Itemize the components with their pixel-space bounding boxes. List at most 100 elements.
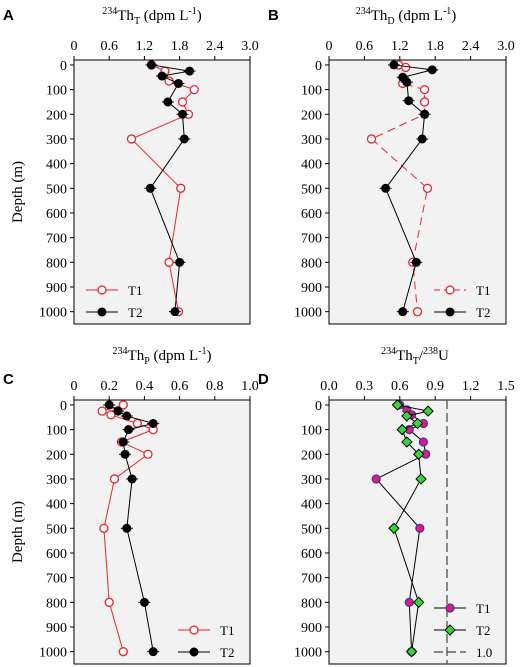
x-tick-label: 0.4 — [136, 379, 154, 394]
data-point-t1 — [418, 437, 428, 447]
x-tick-label: 0.6 — [356, 39, 374, 54]
y-tick-label: 400 — [301, 498, 322, 513]
y-tick-label: 500 — [301, 182, 322, 197]
y-tick-label: 200 — [46, 108, 67, 123]
legend-label-t1: T1 — [220, 623, 234, 638]
legend-label-t1: T1 — [128, 283, 142, 298]
y-tick-label: 1000 — [294, 646, 322, 661]
x-tick-label: 0.3 — [356, 379, 374, 394]
y-tick-label: 200 — [46, 448, 67, 463]
y-tick-label: 100 — [301, 84, 322, 99]
series-line-t2 — [149, 64, 190, 312]
data-point-t2 — [124, 425, 134, 435]
x-tick-label: 0.8 — [206, 379, 224, 394]
data-point-t2 — [170, 307, 180, 317]
x-tick-label: 0.2 — [100, 379, 118, 394]
y-tick-label: 300 — [301, 133, 322, 148]
data-point-t2 — [148, 418, 158, 428]
data-point-t2 — [405, 645, 418, 658]
y-tick-label: 600 — [301, 547, 322, 562]
data-point-t1 — [118, 400, 128, 410]
y-axis-label: Depth (m) — [10, 501, 26, 563]
x-tick-label: 1.5 — [497, 379, 515, 394]
x-tick-label: 0.6 — [100, 39, 118, 54]
data-point-t2 — [185, 66, 195, 76]
data-point-t1 — [177, 97, 188, 107]
data-point-t1 — [422, 183, 433, 193]
data-point-t1 — [104, 597, 114, 607]
series-line-t2 — [385, 64, 433, 312]
y-tick-label: 900 — [301, 621, 322, 636]
legend-marker-t2 — [97, 307, 107, 317]
y-tick-label: 700 — [301, 572, 322, 587]
data-point-t2 — [173, 78, 183, 88]
data-point-t2 — [127, 474, 137, 484]
x-tick-label: 1.8 — [171, 39, 189, 54]
title-mass: 234 — [102, 6, 117, 17]
y-tick-label: 100 — [46, 424, 67, 439]
data-point-t2 — [420, 109, 430, 119]
data-point-t2 — [120, 449, 130, 459]
data-point-t1 — [189, 84, 199, 95]
y-tick-label: 700 — [301, 232, 322, 247]
data-point-t1 — [106, 410, 116, 420]
y-tick-label: 400 — [46, 498, 67, 513]
data-point-t2 — [404, 96, 414, 106]
data-point-t1 — [126, 134, 137, 144]
x-tick-label: 0.9 — [426, 379, 444, 394]
data-point-t1 — [412, 307, 423, 317]
panel-letter-c: C — [3, 371, 14, 388]
y-tick-label: 1000 — [39, 646, 67, 661]
y-tick-label: 600 — [46, 547, 67, 562]
data-point-t2 — [417, 134, 427, 144]
y-tick-label: 900 — [46, 281, 67, 296]
data-point-t1 — [164, 257, 174, 267]
y-tick-label: 600 — [46, 207, 67, 222]
data-point-t2 — [388, 522, 400, 535]
x-tick-label: 0 — [71, 379, 78, 394]
data-point-t2 — [122, 411, 132, 421]
x-tick-label: 2.4 — [462, 39, 480, 54]
panel-a: A 234ThT (dpm L-1) 0 0.6 1.2 1.8 2.4 3.0 0 100 2… — [3, 6, 259, 325]
data-point-t2 — [412, 448, 425, 460]
panel-letter-d: D — [258, 371, 269, 388]
data-point-t2 — [175, 257, 185, 267]
data-point-t2 — [104, 400, 114, 410]
y-tick-label: 500 — [301, 522, 322, 537]
x-tick-label: 2.4 — [206, 39, 224, 54]
data-point-t1 — [97, 406, 107, 416]
panel-letter-a: A — [3, 7, 14, 24]
legend-marker-t1 — [97, 285, 107, 295]
plot-area-b — [328, 59, 507, 325]
panel-c: C 234ThP (dpm L-1) 0 0.2 0.4 0.6 0.8 1.0 0 100 2… — [3, 346, 259, 665]
legend-marker-t2 — [189, 647, 199, 657]
data-point-t1 — [419, 84, 430, 95]
data-point-t1 — [143, 449, 153, 459]
data-point-t2 — [148, 647, 158, 657]
x-tick-label: 1.8 — [426, 39, 444, 54]
data-point-t1 — [404, 597, 414, 607]
data-point-t2 — [411, 257, 421, 267]
x-tick-label: 0.0 — [320, 379, 338, 394]
data-point-t2 — [396, 423, 408, 436]
data-point-t2 — [178, 109, 188, 119]
data-point-t2 — [391, 399, 404, 411]
x-tick-label: 0 — [71, 39, 78, 54]
y-tick-label: 0 — [60, 59, 67, 74]
y-tick-label: 800 — [301, 256, 322, 271]
data-point-t2 — [427, 65, 437, 75]
panel-c-title: 234ThP (dpm L-1) — [113, 346, 212, 367]
data-point-t2 — [402, 77, 412, 87]
legend-marker-t2 — [444, 624, 456, 636]
data-point-t1 — [109, 474, 120, 484]
data-point-t2 — [122, 523, 132, 533]
legend-marker-t1 — [189, 625, 199, 635]
data-point-t2 — [401, 436, 413, 448]
data-point-t2 — [157, 71, 167, 81]
data-point-t1 — [366, 134, 377, 144]
x-tick-label: 3.0 — [241, 39, 259, 54]
x-tick-label: 1.2 — [391, 39, 409, 54]
y-tick-label: 500 — [46, 522, 67, 537]
data-point-t2 — [146, 60, 156, 70]
